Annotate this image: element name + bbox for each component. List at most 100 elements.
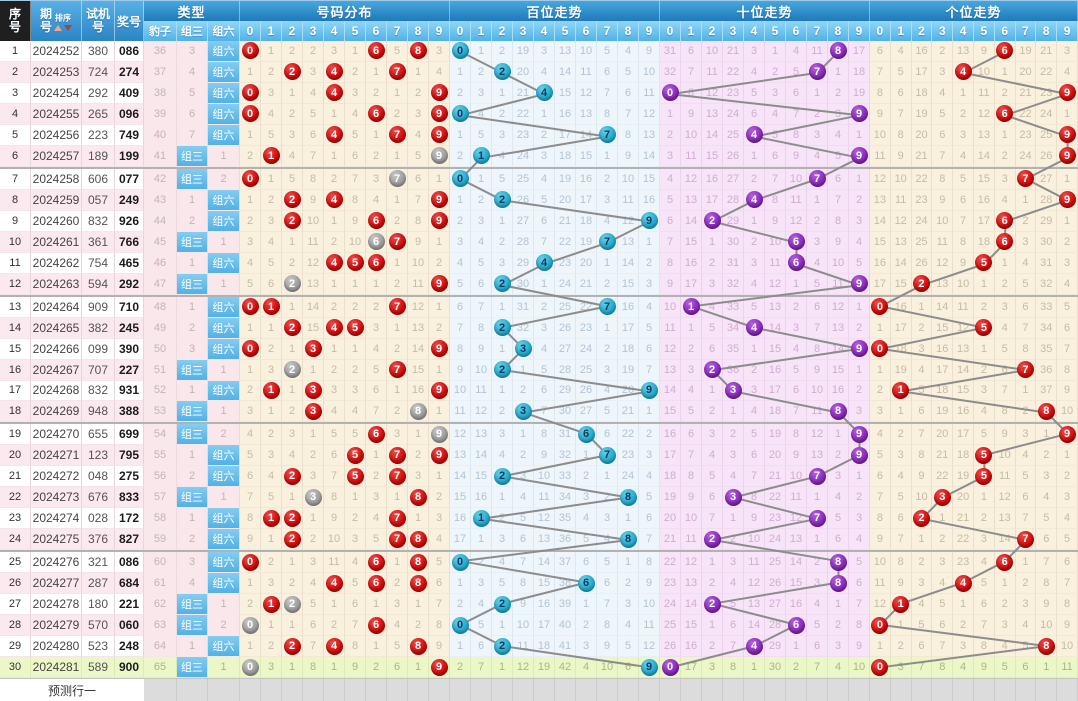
trend-cell: 1 [597, 145, 618, 167]
group6-cell: 1 [208, 145, 240, 167]
trend-cell: 16 [681, 252, 702, 274]
prize-ball: 6 [367, 425, 385, 443]
distribution-cell: 1 [429, 231, 450, 253]
trend-cell: 8 [597, 103, 618, 125]
trend-ball: 9 [640, 212, 658, 230]
trend-cell: 6 [744, 103, 765, 125]
trend-cell: 4 [828, 487, 849, 509]
miss-count: 4 [540, 342, 548, 355]
trend-cell: 2 [744, 359, 765, 381]
miss-count: 1 [498, 86, 506, 99]
miss-count: 1 [267, 619, 275, 632]
prize-ball: 4 [325, 63, 343, 81]
trend-cell: 2 [890, 424, 912, 446]
trend-cell: 9 [660, 273, 681, 295]
trend-cell: 8 [849, 615, 870, 637]
digit-col-header: 1 [261, 21, 282, 41]
miss-count: 6 [939, 619, 946, 632]
trend-cell: 4 [618, 615, 639, 637]
miss-count: 1 [351, 277, 359, 290]
trend-cell: 6 [597, 61, 618, 83]
digit-col-header: 0 [870, 21, 891, 41]
prediction-empty-cell [240, 679, 261, 701]
trend-cell: 1 [786, 273, 807, 295]
sort-asc-icon[interactable] [54, 25, 63, 31]
trend-cell: 13 [807, 445, 828, 467]
seq-cell: 24 [0, 529, 31, 551]
distribution-cell: 1 [261, 529, 282, 551]
trend-cell: 16 [973, 189, 995, 211]
trend-cell: 10 [534, 466, 555, 488]
digit-col-header: 2 [702, 21, 723, 41]
distribution-cell: 5 [345, 124, 366, 146]
prediction-empty-cell [870, 679, 891, 701]
group6-cell: 1 [208, 231, 240, 253]
miss-count: 6 [1064, 321, 1071, 334]
trend-cell: 7 [597, 124, 618, 146]
trend-cell: 4 [534, 252, 555, 274]
miss-count: 4 [477, 598, 485, 611]
distribution-cell: 8 [408, 487, 429, 509]
miss-count: 9 [813, 363, 821, 376]
trend-cell: 16 [702, 168, 723, 190]
distribution-cell: 7 [387, 466, 408, 488]
trend-ball: 0 [451, 105, 469, 123]
miss-count: 10 [1060, 640, 1074, 653]
trend-ball: 1 [892, 381, 910, 399]
trend-cell: 1 [450, 124, 471, 146]
prize-number-cell: 900 [115, 657, 144, 679]
miss-count: 5 [855, 256, 863, 269]
trend-cell: 17 [576, 189, 597, 211]
miss-count: 15 [621, 277, 635, 290]
digit-col-header: 5 [345, 21, 366, 41]
trend-cell: 24 [911, 210, 933, 232]
trend-cell: 6 [994, 359, 1016, 381]
trend-cell: 32 [660, 61, 681, 83]
miss-count: 4 [498, 449, 506, 462]
miss-count: 2 [393, 342, 401, 355]
sort-desc-icon[interactable] [64, 25, 73, 31]
miss-count: 4 [288, 449, 296, 462]
sort-control[interactable]: 排序 [54, 11, 73, 31]
trend-cell: 23 [723, 82, 744, 104]
trend-cell: 37 [555, 552, 576, 574]
trend-cell: 9 [911, 466, 933, 488]
miss-count: 1 [309, 512, 317, 525]
trend-cell: 3 [744, 252, 765, 274]
miss-count: 1 [771, 44, 779, 57]
miss-count: 6 [897, 86, 904, 99]
seq-cell: 25 [0, 552, 31, 574]
miss-count: 26 [915, 256, 928, 269]
trend-cell: 1 [828, 594, 849, 616]
trend-cell: 9 [849, 145, 870, 167]
miss-count: 8 [603, 107, 611, 120]
trend-cell: 3 [576, 487, 597, 509]
miss-count: 20 [915, 128, 928, 141]
miss-count: 3 [1064, 491, 1071, 504]
miss-count: 18 [936, 384, 949, 397]
trend-cell: 2 [492, 61, 513, 83]
trend-cell: 4 [513, 487, 534, 509]
distribution-cell: 6 [303, 124, 324, 146]
miss-count: 17 [684, 277, 698, 290]
miss-count: 12 [705, 86, 719, 99]
trend-cell: 14 [786, 552, 807, 574]
miss-count: 11 [832, 277, 844, 290]
trend-cell: 18 [932, 380, 954, 402]
miss-count: 2 [288, 107, 296, 120]
trend-cell: 1 [471, 508, 492, 530]
digit-col-header: 8 [618, 21, 639, 41]
type-badge: 组六 [208, 529, 239, 550]
distribution-cell: 2 [303, 529, 324, 551]
group3-cell: 1 [177, 445, 208, 467]
trend-cell: 17 [681, 273, 702, 295]
miss-count: 4 [624, 44, 632, 57]
miss-count: 1 [288, 661, 296, 674]
distribution-cell: 1 [261, 145, 282, 167]
distribution-cell: 13 [303, 273, 324, 295]
digit-col-header: 7 [387, 21, 408, 41]
miss-count: 3 [960, 128, 967, 141]
miss-count: 15 [768, 342, 782, 355]
prize-ball: 6 [367, 42, 385, 60]
trend-cell: 3 [786, 317, 807, 339]
